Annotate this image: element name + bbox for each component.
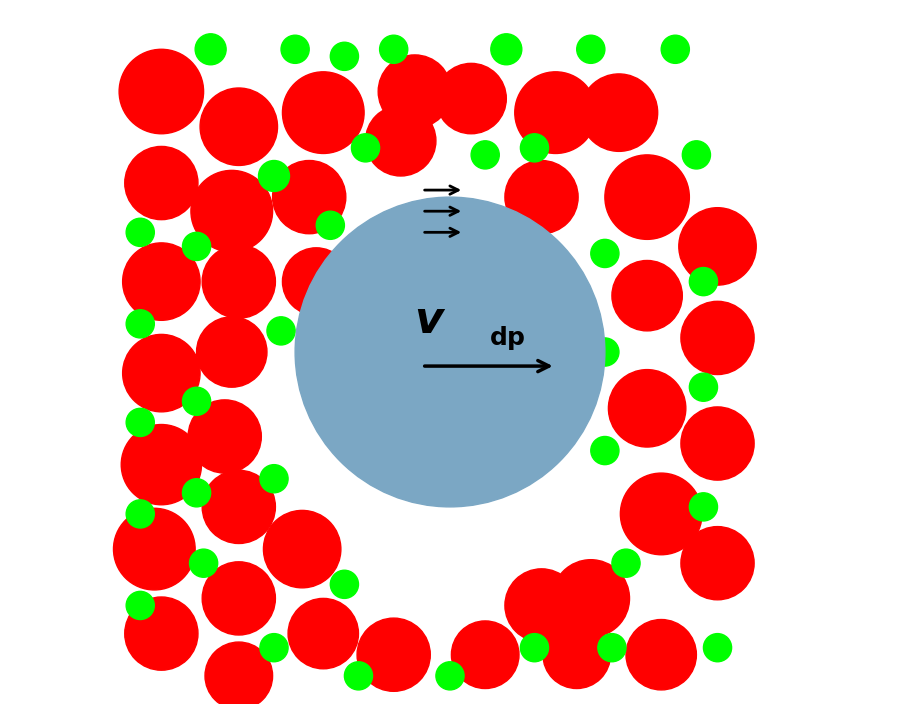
Circle shape xyxy=(258,161,290,191)
Circle shape xyxy=(689,268,717,296)
Circle shape xyxy=(126,310,154,338)
Circle shape xyxy=(283,248,350,315)
Circle shape xyxy=(113,508,195,590)
Circle shape xyxy=(183,387,211,415)
Circle shape xyxy=(520,134,549,162)
Circle shape xyxy=(125,146,198,220)
Circle shape xyxy=(183,232,211,260)
Circle shape xyxy=(608,370,686,447)
Circle shape xyxy=(436,63,507,134)
Circle shape xyxy=(119,49,203,134)
Circle shape xyxy=(682,141,710,169)
Circle shape xyxy=(267,317,295,345)
Circle shape xyxy=(288,598,358,669)
Circle shape xyxy=(505,569,578,642)
Circle shape xyxy=(316,211,345,239)
Circle shape xyxy=(612,260,682,331)
Circle shape xyxy=(612,549,640,577)
Circle shape xyxy=(195,34,226,65)
Circle shape xyxy=(126,500,154,528)
Circle shape xyxy=(704,634,732,662)
Circle shape xyxy=(520,634,549,662)
Circle shape xyxy=(590,239,619,268)
Text: $\boldsymbol{v}$: $\boldsymbol{v}$ xyxy=(414,298,446,342)
Circle shape xyxy=(260,634,288,662)
Circle shape xyxy=(378,55,452,128)
Circle shape xyxy=(190,549,218,577)
Circle shape xyxy=(330,42,358,70)
Circle shape xyxy=(505,161,578,234)
Circle shape xyxy=(679,208,756,285)
Circle shape xyxy=(681,407,754,480)
Circle shape xyxy=(436,662,464,690)
Circle shape xyxy=(183,479,211,507)
Circle shape xyxy=(580,74,658,151)
Circle shape xyxy=(202,562,275,635)
Text: $\mathbf{dp}$: $\mathbf{dp}$ xyxy=(489,324,526,352)
Circle shape xyxy=(365,106,436,176)
Circle shape xyxy=(590,338,619,366)
Circle shape xyxy=(351,134,380,162)
Circle shape xyxy=(281,35,310,63)
Circle shape xyxy=(188,400,261,473)
Circle shape xyxy=(202,470,275,543)
Circle shape xyxy=(577,35,605,63)
Circle shape xyxy=(196,317,267,387)
Circle shape xyxy=(264,510,341,588)
Circle shape xyxy=(681,301,754,375)
Circle shape xyxy=(515,72,597,153)
Circle shape xyxy=(202,245,275,318)
Circle shape xyxy=(452,621,519,689)
Circle shape xyxy=(605,155,689,239)
Circle shape xyxy=(681,527,754,600)
Circle shape xyxy=(260,465,288,493)
Circle shape xyxy=(598,634,626,662)
Circle shape xyxy=(273,161,346,234)
Circle shape xyxy=(283,72,365,153)
Circle shape xyxy=(626,620,697,690)
Circle shape xyxy=(330,570,358,598)
Circle shape xyxy=(126,408,154,436)
Circle shape xyxy=(205,642,273,704)
Circle shape xyxy=(380,35,408,63)
Circle shape xyxy=(471,141,500,169)
Circle shape xyxy=(689,373,717,401)
Circle shape xyxy=(125,597,198,670)
Circle shape xyxy=(357,618,430,691)
Circle shape xyxy=(491,34,522,65)
Circle shape xyxy=(543,621,610,689)
Circle shape xyxy=(552,560,629,637)
Circle shape xyxy=(122,334,200,412)
Circle shape xyxy=(126,218,154,246)
Circle shape xyxy=(200,88,277,165)
Circle shape xyxy=(620,473,702,555)
Circle shape xyxy=(126,591,154,620)
Circle shape xyxy=(345,662,373,690)
Circle shape xyxy=(590,436,619,465)
Circle shape xyxy=(122,425,202,505)
Circle shape xyxy=(689,493,717,521)
Circle shape xyxy=(295,197,605,507)
Circle shape xyxy=(191,170,273,252)
Circle shape xyxy=(122,243,200,320)
Circle shape xyxy=(662,35,689,63)
